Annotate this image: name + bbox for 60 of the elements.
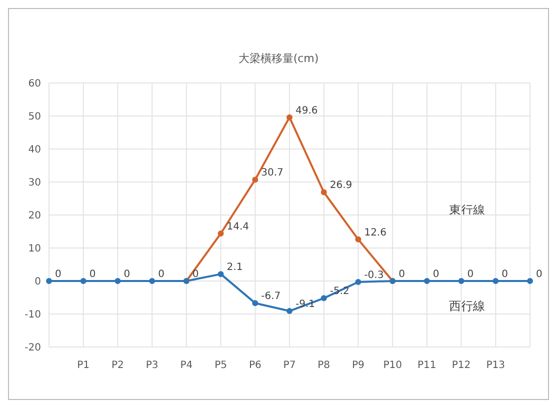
y-tick-label: 30 (28, 178, 41, 189)
point (80, 278, 86, 284)
y-tick-label: 0 (34, 276, 41, 288)
chart-title: 大梁橫移量(cm) (237, 51, 320, 67)
point (286, 114, 292, 120)
data-label: 49.6 (296, 105, 318, 116)
y-tick-label: -10 (24, 310, 41, 321)
x-tick-label: P10 (383, 360, 402, 372)
x-tick-label: P9 (352, 360, 364, 372)
data-label: 0 (124, 269, 130, 280)
point (355, 236, 362, 242)
point (218, 230, 224, 236)
y-tick-label: 20 (28, 210, 41, 222)
y-tick-label: -20 (24, 342, 41, 354)
x-tick-label: P6 (248, 360, 262, 372)
data-label: 26.9 (330, 180, 352, 192)
x-tick-label: P3 (146, 360, 158, 372)
data-label: 0 (502, 269, 508, 280)
point (114, 278, 121, 284)
point (320, 295, 327, 302)
x-tick-label: P5 (214, 360, 227, 372)
data-label: 30.7 (261, 168, 284, 179)
x-tick-label: P11 (418, 360, 436, 372)
data-label: 0 (192, 269, 199, 280)
x-tick-label: P1 (77, 360, 90, 372)
x-tick-label: P4 (180, 360, 193, 372)
data-label: 0 (55, 269, 62, 280)
point (492, 278, 499, 284)
point (286, 308, 292, 314)
point (252, 176, 258, 183)
data-label: 0 (467, 269, 474, 280)
data-label: 0 (158, 269, 164, 280)
y-tick-label: 40 (28, 144, 41, 156)
point (46, 278, 52, 284)
data-label: -6.7 (261, 291, 281, 302)
data-label: 12.6 (364, 227, 386, 238)
y-tick-label: 10 (28, 244, 41, 255)
y-tick-label: 60 (28, 78, 41, 90)
x-tick-label: P12 (452, 360, 471, 372)
point (252, 300, 258, 306)
data-label: 0 (536, 269, 542, 280)
annotation: 西行線 (449, 298, 485, 315)
point (458, 278, 464, 284)
data-label: 14.4 (226, 221, 250, 232)
point (355, 278, 362, 285)
data-label: 0 (398, 269, 405, 280)
data-label: 0 (432, 269, 440, 280)
data-label: 0 (89, 269, 96, 280)
point (320, 189, 327, 196)
x-tick-label: P8 (318, 360, 330, 372)
point (149, 278, 156, 284)
y-tick-label: 50 (28, 112, 41, 123)
point (424, 278, 430, 284)
point (527, 278, 533, 284)
point (218, 271, 224, 278)
x-tick-label: P13 (486, 360, 506, 372)
data-label: -0.3 (364, 270, 384, 281)
data-label: 2.1 (226, 262, 243, 274)
x-tick-label: P7 (283, 360, 296, 372)
x-tick-label: P2 (112, 360, 124, 372)
